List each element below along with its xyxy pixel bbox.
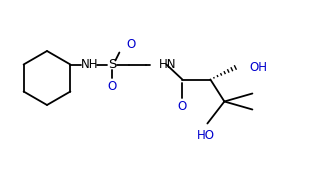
Text: NH: NH: [81, 58, 98, 71]
Text: O: O: [178, 100, 187, 113]
Text: S: S: [108, 58, 117, 71]
Text: O: O: [127, 38, 136, 51]
Text: O: O: [108, 80, 117, 93]
Text: OH: OH: [249, 61, 267, 74]
Text: HO: HO: [196, 129, 214, 142]
Text: HN: HN: [159, 58, 176, 71]
